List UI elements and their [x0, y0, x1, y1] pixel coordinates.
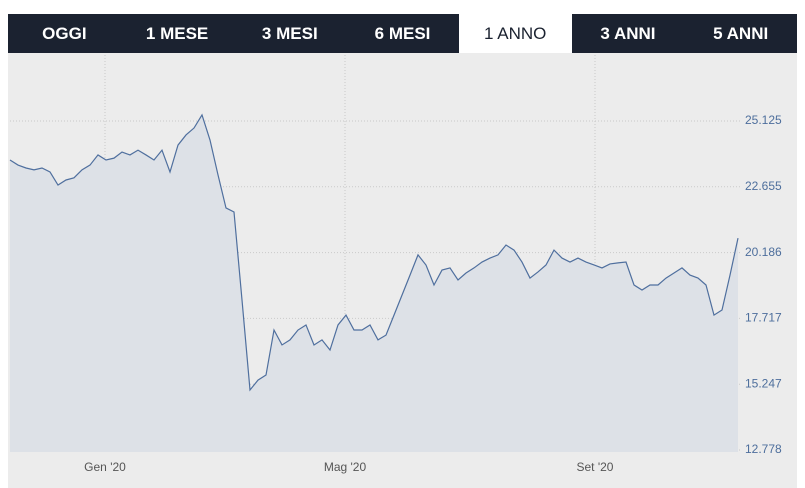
x-tick-label: Set '20	[577, 460, 614, 474]
x-tick-label: Mag '20	[324, 460, 367, 474]
area	[10, 114, 738, 452]
y-tick-label: 17.717	[745, 311, 782, 325]
x-tick-label: Gen '20	[84, 460, 126, 474]
y-tick-label: 12.778	[745, 442, 782, 456]
period-tab[interactable]: 1 ANNO	[458, 14, 572, 53]
period-tab[interactable]: 5 ANNI	[713, 23, 769, 43]
y-tick-label: 20.186	[745, 245, 782, 259]
period-tab[interactable]: 3 MESI	[261, 23, 318, 43]
y-tick-label: 25.125	[745, 113, 782, 127]
y-tick-label: 15.247	[745, 376, 782, 390]
period-tab[interactable]: 3 ANNI	[600, 23, 656, 43]
line	[9, 113, 739, 392]
period-tabs: OGGI 1 MESE 3 MESI 6 MESI 1 ANNO 3 ANNI 5 ANNI	[8, 14, 797, 53]
period-tab[interactable]: 6 MESI	[374, 23, 431, 43]
y-tick-label: 22.655	[745, 179, 782, 193]
period-tab[interactable]: 1 MESE	[145, 23, 209, 43]
period-tab[interactable]: OGGI	[42, 23, 87, 43]
